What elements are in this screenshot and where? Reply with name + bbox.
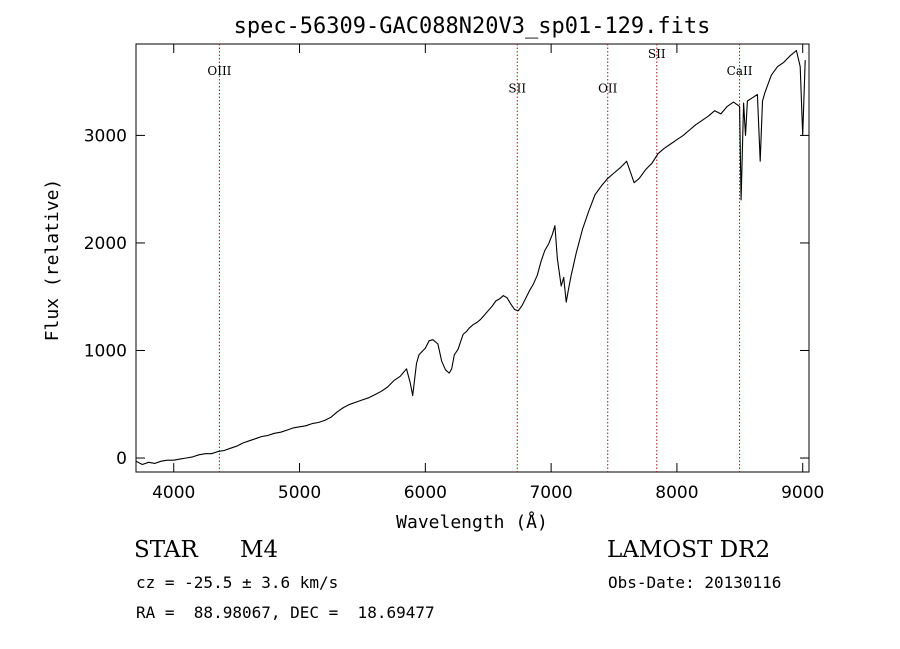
survey-name: LAMOST DR2 [607,537,771,563]
y-tick-label: 1000 [84,341,127,361]
x-axis-label: Wavelength (Å) [396,511,548,533]
chart-title: spec-56309-GAC088N20V3_sp01-129.fits [234,14,711,39]
plot-frame [135,43,810,473]
emission-line-label: OIII [207,64,231,78]
x-tick-label: 6000 [404,483,447,503]
y-tick-label: 3000 [84,126,127,146]
y-tick-label: 2000 [84,234,127,254]
x-tick-label: 5000 [278,483,321,503]
emission-line-markers: OIII SII OII SII CaII [207,44,753,472]
x-tick-label: 7000 [529,483,572,503]
x-tick-label: 9000 [781,483,824,503]
emission-line-label: SII [648,47,666,61]
x-tick-label: 4000 [152,483,195,503]
y-axis-label: Flux (relative) [42,179,63,342]
emission-line-label: OII [598,81,618,95]
x-tick-label: 8000 [655,483,698,503]
emission-line-label: CaII [727,64,753,78]
redshift-velocity: cz = -25.5 ± 3.6 km/s [136,573,339,592]
y-tick-label: 0 [116,449,127,469]
axis-ticks: 4000 5000 6000 7000 8000 9000 0 1000 2000 3000 [84,44,824,503]
observation-date: Obs-Date: 20130116 [608,573,782,592]
object-class: STAR [134,537,198,563]
emission-line-label: SII [508,81,526,95]
coordinates: RA = 88.98067, DEC = 18.69477 [136,603,435,622]
object-subclass: M4 [240,537,279,563]
flux-series-line [135,49,806,466]
